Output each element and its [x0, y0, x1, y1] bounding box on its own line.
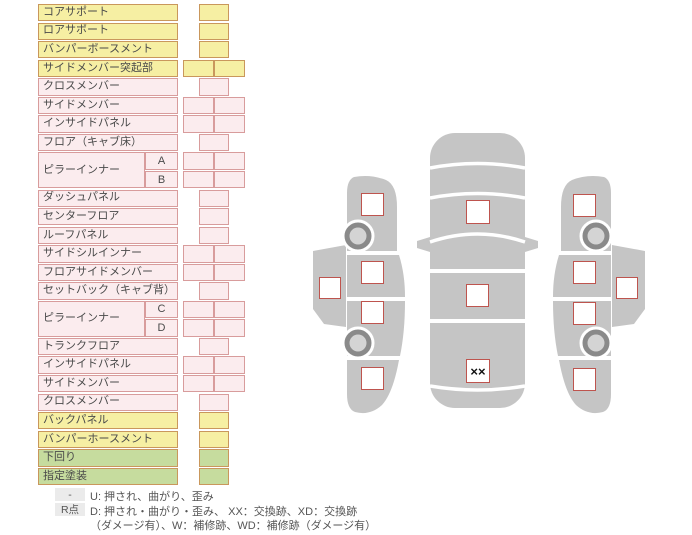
grade-cell[interactable]	[214, 245, 245, 263]
grade-cell[interactable]	[199, 282, 229, 300]
checkbox-left-rear-fender[interactable]	[361, 367, 384, 390]
grade-cell[interactable]	[214, 300, 245, 319]
grade-cell[interactable]	[183, 263, 214, 282]
part-label: コアサポート	[38, 4, 178, 22]
grade-cell[interactable]	[214, 170, 245, 189]
part-label: セットバック（キャブ背）	[38, 282, 178, 300]
grade-cell[interactable]	[199, 41, 229, 59]
grade-cell[interactable]	[199, 133, 229, 152]
grade-cell[interactable]	[214, 375, 245, 393]
grade-cell[interactable]	[214, 96, 245, 115]
grade-cell[interactable]	[214, 59, 245, 78]
part-label: センターフロア	[38, 208, 178, 226]
checkbox-trunk-floor[interactable]: ××	[466, 359, 490, 383]
part-label: クロスメンバー	[38, 393, 178, 411]
grade-cell[interactable]	[214, 356, 245, 374]
grade-cell[interactable]	[199, 467, 229, 486]
part-label: サイドシルインナー	[38, 245, 178, 263]
grade-cell[interactable]	[199, 393, 229, 411]
grade-cell[interactable]	[183, 245, 214, 263]
part-label: ピラーインナー	[38, 300, 145, 337]
grade-cell[interactable]	[199, 226, 229, 244]
grade-cell[interactable]	[199, 430, 229, 449]
part-label: インサイドパネル	[38, 356, 178, 374]
grade-cell[interactable]	[183, 170, 214, 189]
checkbox-left-rear-door[interactable]	[361, 301, 384, 324]
part-label: 下回り	[38, 449, 178, 467]
part-label: クロスメンバー	[38, 78, 178, 96]
part-label: ダッシュパネル	[38, 189, 178, 207]
grade-cell[interactable]	[199, 78, 229, 96]
grade-cell[interactable]	[183, 115, 214, 133]
part-label: バンパーホースメント	[38, 430, 178, 449]
part-sub-label: B	[145, 170, 178, 189]
part-label: ロアサポート	[38, 22, 178, 40]
legend-key-minus: -	[55, 488, 85, 501]
grade-cell[interactable]	[199, 4, 229, 22]
grade-cell[interactable]	[199, 189, 229, 207]
legend-text-d-cont: （ダメージ有）、W：補修跡、WD：補修跡（ダメージ有）	[90, 520, 377, 532]
grade-cell[interactable]	[214, 319, 245, 337]
grade-cell[interactable]	[199, 208, 229, 226]
right-mirror-icon	[525, 237, 538, 252]
part-label: サイドメンバー突起部	[38, 59, 178, 78]
grade-cell[interactable]	[183, 375, 214, 393]
part-sub-label: D	[145, 319, 178, 337]
grade-cell[interactable]	[199, 449, 229, 467]
grade-cell[interactable]	[199, 412, 229, 430]
part-label: バックパネル	[38, 412, 178, 430]
checkbox-left-front-fender[interactable]	[361, 193, 384, 216]
part-label: バンパーボースメント	[38, 41, 178, 59]
grade-cell[interactable]	[183, 300, 214, 319]
part-label: フロア（キャブ床）	[38, 133, 178, 152]
checkbox-right-rear-door[interactable]	[573, 302, 596, 325]
checkbox-right-side-sill[interactable]	[616, 277, 638, 299]
part-label: サイドメンバー	[38, 96, 178, 115]
grade-cell[interactable]	[183, 59, 214, 78]
part-label: ルーフパネル	[38, 226, 178, 244]
grade-cell[interactable]	[214, 263, 245, 282]
part-sub-label: C	[145, 300, 178, 319]
left-mirror-icon	[417, 237, 430, 252]
legend-text-u: U: 押され、曲がり、歪み	[90, 491, 214, 503]
grade-cell[interactable]	[214, 115, 245, 133]
part-label: 指定塗装	[38, 467, 178, 486]
checkbox-left-front-door[interactable]	[361, 261, 384, 284]
part-label: ピラーインナー	[38, 152, 145, 189]
checkbox-left-side-sill[interactable]	[319, 277, 341, 299]
legend-text-d: D: 押され・曲がり・歪み、 XX：交換跡、XD：交換跡	[90, 506, 358, 518]
grade-cell[interactable]	[183, 152, 214, 170]
part-label: フロアサイドメンバー	[38, 263, 178, 282]
part-sub-label: A	[145, 152, 178, 170]
grade-cell[interactable]	[214, 152, 245, 170]
part-label: インサイドパネル	[38, 115, 178, 133]
grade-cell[interactable]	[183, 356, 214, 374]
legend-key-rpoint: R点	[55, 503, 85, 516]
grade-cell[interactable]	[183, 319, 214, 337]
grade-cell[interactable]	[199, 337, 229, 356]
part-label: サイドメンバー	[38, 375, 178, 393]
checkbox-right-front-fender[interactable]	[573, 194, 596, 217]
grade-cell[interactable]	[183, 96, 214, 115]
checkbox-hood[interactable]	[466, 200, 490, 224]
checkbox-right-front-door[interactable]	[573, 261, 596, 284]
checkbox-roof[interactable]	[466, 284, 489, 307]
part-label: トランクフロア	[38, 337, 178, 356]
grade-cell[interactable]	[199, 22, 229, 40]
car-top-view	[417, 133, 538, 408]
checkbox-right-rear-fender[interactable]	[573, 368, 596, 391]
